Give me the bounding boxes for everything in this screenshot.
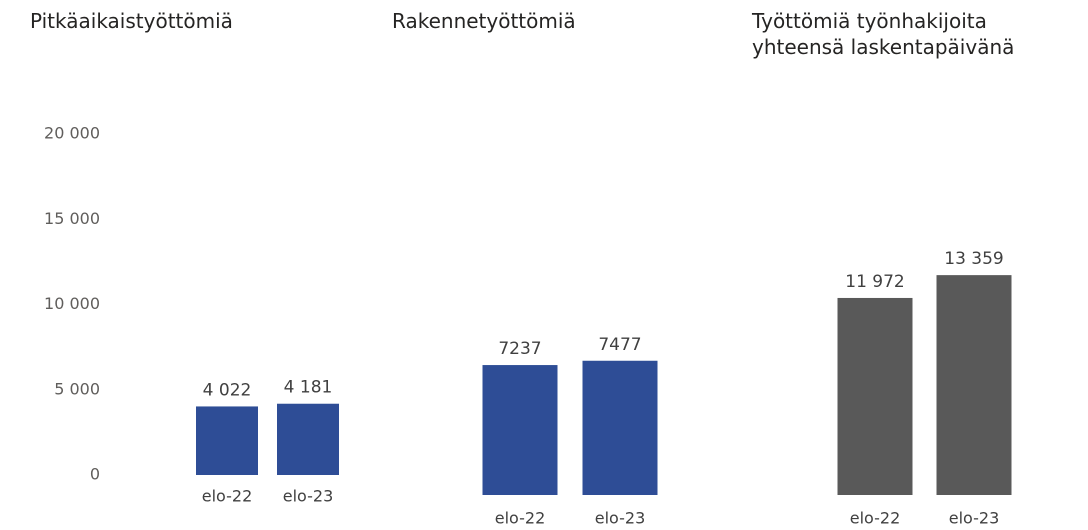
- y-tick-label: 10 000: [44, 294, 100, 313]
- bar: [196, 406, 258, 475]
- x-tick-label: elo-22: [850, 509, 901, 528]
- bar: [837, 297, 913, 495]
- bar: [482, 365, 558, 495]
- data-label: 7477: [598, 335, 641, 355]
- x-tick-label: elo-22: [202, 487, 253, 506]
- data-label: 13 359: [944, 249, 1003, 269]
- bar: [277, 403, 339, 475]
- chart-title: Työttömiä työnhakijoita yhteensä laskent…: [752, 9, 1015, 59]
- x-tick-label: elo-23: [595, 509, 646, 528]
- y-tick-label: 20 000: [44, 124, 100, 143]
- x-tick-label: elo-23: [949, 509, 1000, 528]
- x-tick-label: elo-22: [495, 509, 546, 528]
- chart-title: Pitkäaikaistyöttömiä: [30, 9, 233, 33]
- data-label: 11 972: [845, 272, 904, 292]
- bar: [582, 360, 658, 495]
- x-tick-label: elo-23: [283, 487, 334, 506]
- data-label: 7237: [498, 339, 541, 359]
- data-label: 4 022: [203, 380, 252, 400]
- y-tick-label: 15 000: [44, 209, 100, 228]
- chart-title: Rakennetyöttömiä: [392, 9, 576, 33]
- data-label: 4 181: [284, 378, 333, 398]
- bar: [936, 275, 1012, 495]
- y-tick-label: 0: [90, 465, 100, 484]
- y-tick-label: 5 000: [54, 379, 100, 398]
